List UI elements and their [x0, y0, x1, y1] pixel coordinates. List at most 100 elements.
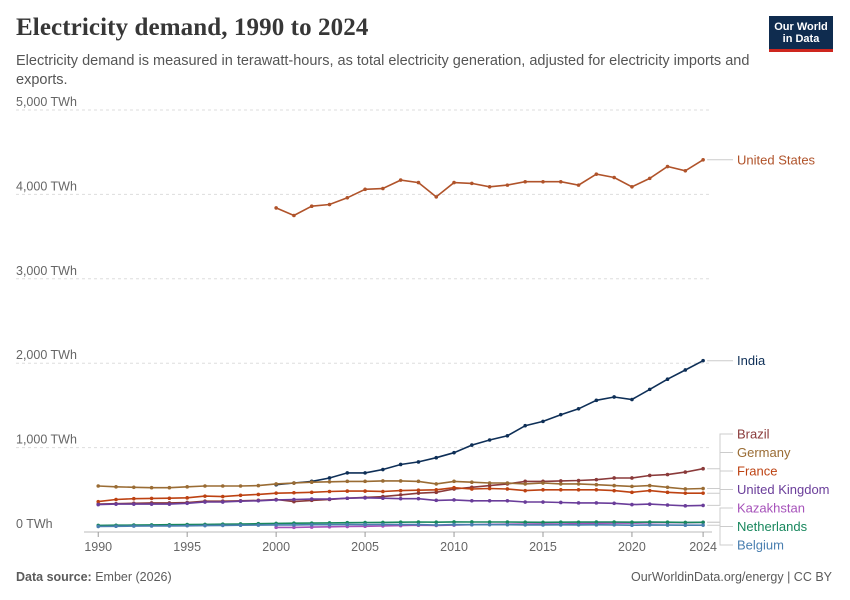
data-point — [185, 496, 189, 500]
data-point — [434, 520, 439, 525]
series-label-india[interactable]: India — [737, 353, 766, 368]
data-point — [416, 522, 421, 527]
data-point — [363, 496, 367, 500]
data-point — [274, 498, 278, 502]
series-belgium[interactable] — [96, 522, 705, 529]
data-point — [665, 485, 670, 490]
data-point — [576, 520, 581, 524]
data-point — [665, 523, 670, 527]
data-point — [96, 484, 101, 488]
data-point — [363, 479, 367, 484]
data-point — [434, 490, 439, 495]
data-point — [665, 377, 670, 382]
data-point — [327, 489, 332, 494]
data-point — [470, 487, 474, 491]
data-point — [96, 524, 101, 529]
data-point — [238, 493, 243, 498]
data-point — [309, 497, 314, 501]
x-tick-label: 2005 — [351, 540, 379, 554]
data-point — [594, 172, 599, 176]
data-point — [470, 522, 474, 527]
series-united-kingdom[interactable] — [96, 496, 705, 508]
data-point — [220, 523, 225, 528]
data-point — [185, 501, 189, 506]
series-label-netherlands[interactable]: Netherlands — [737, 519, 808, 534]
data-point — [701, 523, 705, 527]
data-point — [576, 406, 581, 411]
data-point — [665, 520, 670, 525]
data-point — [274, 491, 278, 495]
data-point — [523, 488, 528, 493]
series-india[interactable] — [274, 358, 705, 487]
x-tick-label: 2020 — [618, 540, 646, 554]
grid-lines — [16, 109, 712, 533]
series-label-germany[interactable]: Germany — [737, 445, 791, 460]
data-point — [594, 520, 599, 524]
x-tick-label: 2024 — [689, 540, 717, 554]
data-point — [523, 423, 528, 428]
series-label-united-states[interactable]: United States — [737, 152, 816, 167]
y-tick-label: 3,000 TWh — [16, 264, 77, 278]
data-point — [363, 471, 367, 475]
data-point — [132, 502, 136, 506]
x-axis-ticks: 1990 1995 2000 2005 2010 2015 2020 2024 — [84, 532, 717, 554]
series-france[interactable] — [96, 485, 705, 504]
series-line — [276, 359, 704, 486]
data-point — [203, 484, 207, 488]
data-point — [292, 523, 296, 527]
data-point — [185, 485, 189, 489]
series-germany[interactable] — [96, 479, 705, 491]
data-point — [238, 523, 243, 528]
data-point — [612, 523, 616, 527]
data-point — [398, 488, 403, 493]
footer-credit[interactable]: OurWorldinData.org/energy | CC BY — [630, 570, 832, 584]
data-point — [470, 181, 474, 186]
data-point — [701, 491, 705, 495]
series-label-belgium[interactable]: Belgium — [737, 538, 784, 553]
data-point — [523, 520, 528, 525]
label-connector — [707, 521, 733, 527]
data-point — [309, 522, 314, 527]
chart-subtitle: Electricity demand is measured in terawa… — [16, 53, 750, 88]
data-point — [470, 498, 474, 503]
data-point — [132, 485, 136, 490]
data-point — [381, 186, 385, 191]
data-point — [612, 476, 616, 480]
data-point — [363, 522, 367, 527]
data-point — [701, 358, 705, 363]
data-point — [487, 483, 492, 488]
data-point — [541, 481, 545, 485]
data-source-value[interactable]: Ember (2026) — [95, 570, 172, 584]
data-source-label: Data source: — [16, 570, 92, 584]
data-point — [114, 485, 118, 489]
data-point — [541, 488, 545, 492]
data-point — [701, 520, 705, 525]
data-point — [363, 489, 367, 493]
data-point — [701, 466, 705, 471]
series-label-kazakhstan[interactable]: Kazakhstan — [737, 501, 805, 516]
data-point — [558, 520, 563, 525]
data-point — [487, 520, 492, 524]
series-label-brazil[interactable]: Brazil — [737, 427, 770, 442]
data-point — [505, 433, 510, 438]
data-point — [505, 520, 510, 524]
data-point — [416, 520, 421, 524]
series-united-states[interactable] — [274, 157, 705, 218]
data-point — [612, 395, 616, 399]
data-point — [701, 503, 705, 508]
x-tick-label: 2010 — [440, 540, 468, 554]
data-point — [256, 498, 261, 503]
data-point — [149, 524, 154, 528]
data-point — [381, 522, 385, 527]
data-point — [132, 496, 136, 501]
data-point — [398, 479, 403, 483]
series-label-united-kingdom[interactable]: United Kingdom — [737, 482, 830, 497]
data-point — [416, 496, 421, 501]
data-point — [327, 476, 332, 480]
data-point — [647, 483, 652, 488]
owid-logo[interactable]: Our World in Data — [769, 16, 833, 52]
data-point — [452, 498, 456, 502]
data-point — [416, 460, 421, 464]
series-label-france[interactable]: France — [737, 464, 777, 479]
data-point — [505, 498, 510, 503]
